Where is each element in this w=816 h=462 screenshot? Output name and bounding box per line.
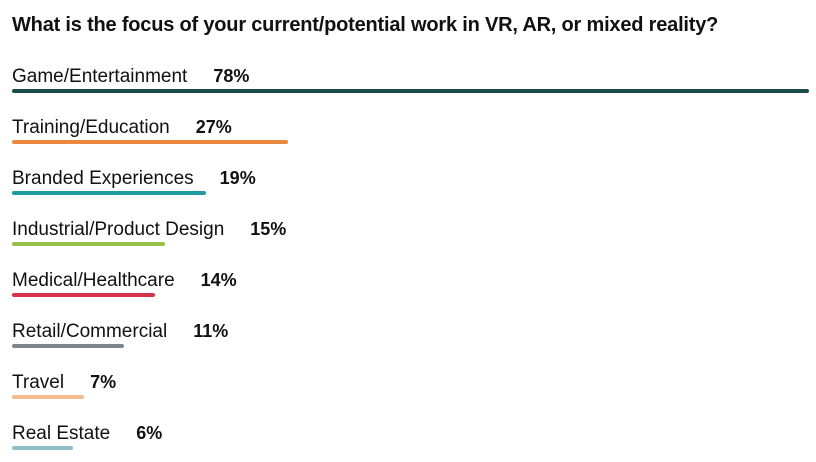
bar: [12, 344, 124, 348]
bar: [12, 293, 155, 297]
bar-value-label: 6%: [136, 423, 163, 443]
bar-label: Game/Entertainment: [12, 66, 188, 87]
bar-label: Training/Education: [12, 117, 170, 138]
bar-label: Industrial/Product Design: [12, 219, 225, 240]
bar-row: Game/Entertainment 78%: [12, 66, 249, 88]
bar-value-label: 7%: [90, 372, 117, 392]
bar-value-label: 14%: [200, 270, 237, 290]
bar-row: Medical/Healthcare 14%: [12, 270, 237, 292]
bar-value-label: 15%: [250, 219, 287, 239]
bar-row: Industrial/Product Design 15%: [12, 219, 286, 241]
bar: [12, 242, 165, 246]
bar-row: Training/Education 27%: [12, 117, 232, 139]
bar-label: Real Estate: [12, 423, 111, 444]
bar-row: Retail/Commercial 11%: [12, 321, 228, 343]
bar: [12, 395, 84, 399]
chart-title: What is the focus of your current/potent…: [12, 14, 719, 36]
bar-value-label: 78%: [213, 66, 250, 86]
bar-value-label: 27%: [195, 117, 232, 137]
bar: [12, 140, 288, 144]
bar-label: Travel: [12, 372, 65, 393]
bar-row: Travel 7%: [12, 372, 116, 394]
bar-value-label: 19%: [219, 168, 256, 188]
bar-label: Medical/Healthcare: [12, 270, 175, 291]
bar: [12, 191, 206, 195]
bar-label: Retail/Commercial: [12, 321, 168, 342]
bar-value-label: 11%: [193, 321, 229, 341]
bar-label: Branded Experiences: [12, 168, 194, 189]
bar-row: Real Estate 6%: [12, 423, 162, 445]
bar: [12, 89, 809, 93]
bar: [12, 446, 73, 450]
bar-row: Branded Experiences 19%: [12, 168, 256, 190]
